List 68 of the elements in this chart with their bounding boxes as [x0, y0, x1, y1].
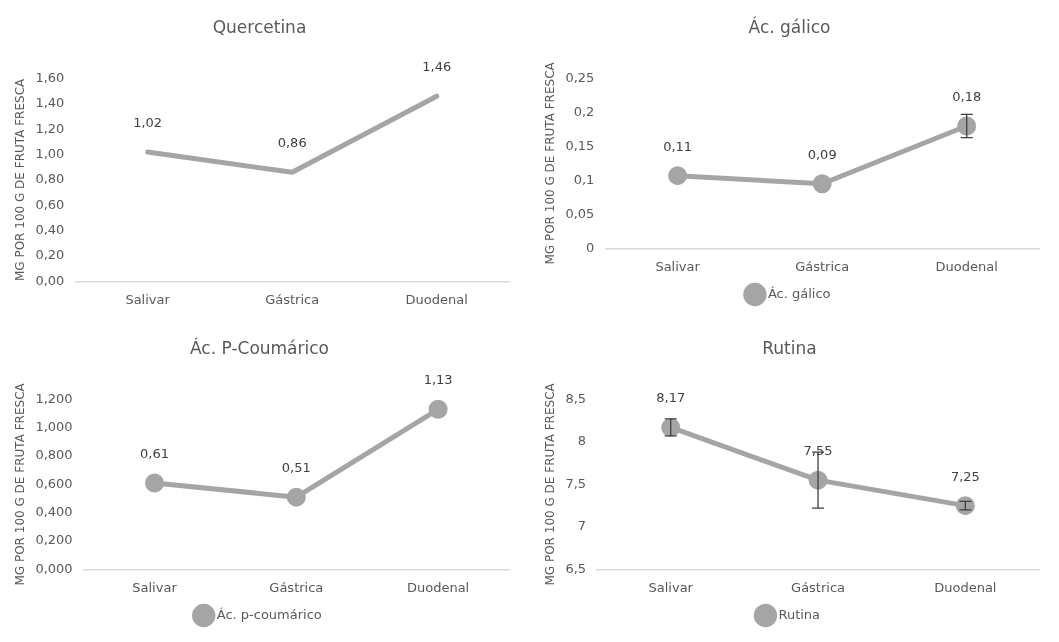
y-tick-label: 0 — [586, 239, 595, 255]
y-tick-label: 1,00 — [35, 145, 65, 161]
x-tick-label: Gástrica — [795, 258, 850, 274]
point — [955, 496, 975, 516]
y-tick-label: 1,200 — [35, 390, 73, 406]
point — [145, 473, 165, 493]
y-tick-label: 0,000 — [35, 560, 73, 576]
y-tick-label: 1,000 — [35, 419, 73, 435]
y-tick-label: 0,80 — [35, 171, 65, 187]
y-tick-label: 0,600 — [35, 475, 73, 491]
data-label: 7,55 — [803, 443, 833, 459]
y-tick-label: 0,00 — [35, 272, 65, 288]
chart-title: Quercetina — [212, 16, 307, 37]
y-tick-label: 0,20 — [35, 247, 65, 263]
x-tick-label: Salivar — [655, 258, 701, 274]
x-tick-label: Salivar — [125, 291, 171, 307]
legend-label: Ác. gálico — [767, 285, 831, 301]
x-tick-label: Gástrica — [269, 579, 324, 595]
data-label: 0,18 — [952, 88, 982, 104]
data-label: 1,13 — [423, 372, 453, 388]
y-tick-label: 6,5 — [565, 560, 587, 576]
y-tick-label: 7,5 — [565, 475, 587, 491]
point — [668, 166, 688, 186]
data-label: 1,02 — [133, 114, 163, 130]
y-axis-title: MG POR 100 G DE FRUTA FRESCA — [543, 61, 558, 265]
y-axis-title: MG POR 100 G DE FRUTA FRESCA — [13, 382, 28, 586]
chart-title: Rutina — [762, 337, 817, 358]
y-tick-label: 0,200 — [35, 532, 73, 548]
data-label: 8,17 — [656, 390, 686, 406]
data-label: 0,11 — [663, 138, 693, 154]
legend-label: Ác. p-coumárico — [216, 606, 322, 622]
y-tick-label: 0,15 — [565, 137, 595, 153]
y-tick-label: 8 — [577, 433, 587, 449]
y-tick-label: 1,60 — [35, 69, 65, 85]
x-tick-label: Gástrica — [265, 291, 320, 307]
y-tick-label: 8,5 — [565, 390, 587, 406]
point — [812, 174, 832, 194]
data-label: 7,25 — [950, 468, 980, 484]
data-label: 1,46 — [422, 59, 452, 75]
x-tick-label: Duodenal — [934, 579, 997, 595]
y-tick-label: 0,2 — [573, 103, 595, 119]
y-tick-label: 1,20 — [35, 120, 65, 136]
y-axis-title: MG POR 100 G DE FRUTA FRESCA — [543, 382, 558, 586]
chart-title: Ác. gálico — [748, 15, 831, 37]
point — [428, 399, 448, 419]
y-tick-label: 7 — [577, 518, 587, 534]
data-label: 0,61 — [140, 445, 169, 461]
y-tick-label: 0,400 — [35, 504, 73, 520]
y-tick-label: 0,25 — [565, 69, 595, 85]
x-tick-label: Duodenal — [935, 258, 998, 274]
y-tick-label: 0,60 — [35, 196, 65, 212]
chart-title: Ác. P-Coumárico — [190, 336, 329, 358]
x-tick-label: Duodenal — [405, 291, 468, 307]
x-tick-label: Salivar — [648, 579, 694, 595]
y-tick-label: 0,40 — [35, 222, 65, 238]
x-tick-label: Gástrica — [791, 579, 846, 595]
y-tick-label: 1,40 — [35, 95, 65, 111]
x-tick-label: Salivar — [132, 579, 178, 595]
y-axis-title: MG POR 100 G DE FRUTA FRESCA — [13, 77, 28, 282]
point — [286, 487, 306, 507]
data-label: 0,51 — [281, 460, 311, 476]
data-label: 0,09 — [807, 146, 837, 162]
x-tick-label: Duodenal — [406, 579, 470, 595]
data-label: 0,86 — [277, 135, 307, 151]
y-tick-label: 0,05 — [565, 205, 595, 221]
y-tick-label: 0,1 — [573, 171, 595, 187]
y-tick-label: 0,800 — [35, 447, 73, 463]
legend-label: Rutina — [778, 606, 821, 622]
